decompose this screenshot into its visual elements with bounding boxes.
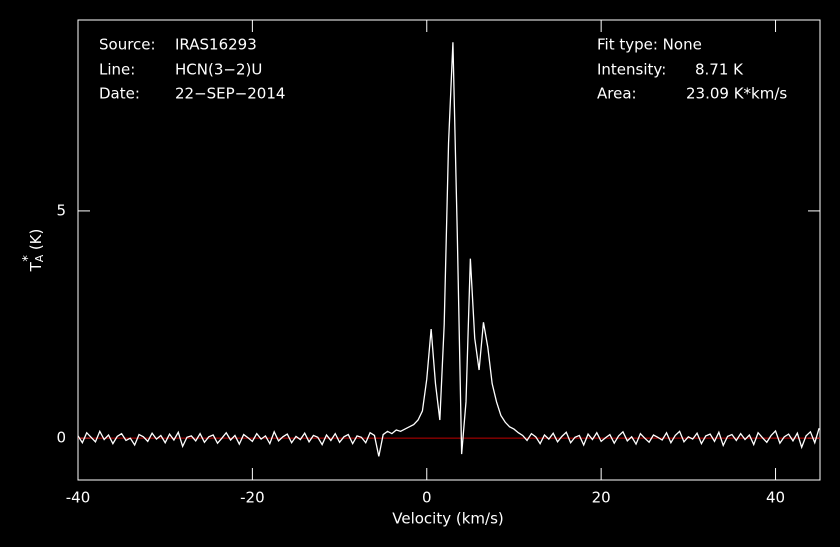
y-label-sup: * <box>21 255 36 262</box>
info-label: Fit type: None <box>597 36 702 54</box>
y-tick-label: 5 <box>56 201 66 219</box>
y-axis-label: TA* (K) <box>21 229 47 273</box>
x-axis-label: Velocity (km/s) <box>392 510 503 528</box>
info-label: Source: <box>99 36 156 54</box>
x-tick-label: -20 <box>240 489 265 507</box>
info-label: Area: <box>597 85 637 103</box>
y-label-sub: A <box>33 254 46 262</box>
info-value: 22−SEP−2014 <box>175 85 285 103</box>
x-tick-label: 40 <box>766 489 785 507</box>
x-tick-label: -40 <box>66 489 91 507</box>
info-value: 23.09 K*km/s <box>686 85 787 103</box>
info-label: Line: <box>99 61 135 79</box>
y-label-unit: (K) <box>27 229 45 251</box>
info-value: 8.71 K <box>695 61 744 79</box>
x-tick-label: 0 <box>422 489 432 507</box>
info-value: IRAS16293 <box>175 36 257 54</box>
spectrum-line <box>77 42 820 457</box>
info-label: Date: <box>99 85 140 103</box>
info-label: Intensity: <box>597 61 666 79</box>
y-tick-label: 0 <box>56 429 66 447</box>
plot-frame <box>77 19 821 481</box>
x-tick-label: 20 <box>592 489 611 507</box>
y-label-main: T <box>27 261 45 272</box>
info-value: HCN(3−2)U <box>175 61 262 79</box>
